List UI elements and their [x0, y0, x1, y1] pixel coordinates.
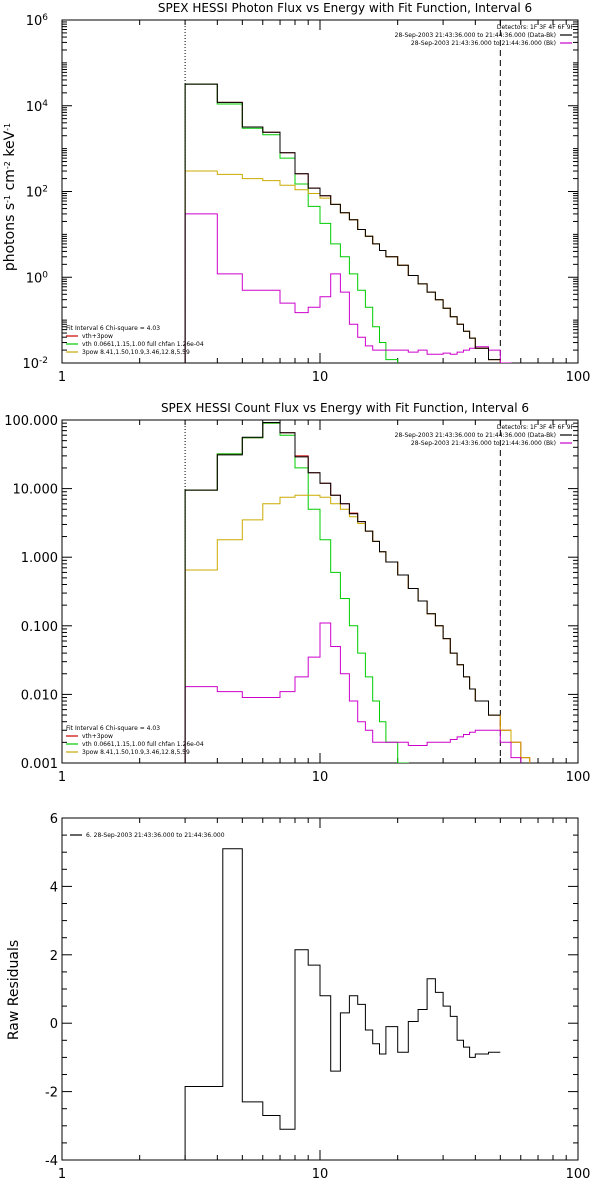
legend-top-entry: 6. 28-Sep-2003 21:43:36.000 to 21:44:36.… — [86, 832, 225, 839]
residuals-panel: Raw Residuals 1 10 100 -4 -2 0 2 4 6 6. 28-Sep-20… — [6, 812, 590, 1182]
y-tick-label: 0 — [50, 1017, 58, 1032]
y-tick-label: 0.100 — [21, 620, 58, 635]
detectors-label: Detectors: 1F 3F 4F 6F 9F — [497, 424, 575, 431]
legend-left-entry: Fit Interval 6 Chi-square = 4.03 — [66, 725, 160, 732]
y-tick-label: 6 — [50, 812, 58, 827]
legend-left-entry: vth+3pow — [82, 733, 113, 740]
y-tick-label: 104 — [26, 99, 49, 115]
y-tick-label: 2 — [50, 949, 58, 964]
count-flux-title: SPEX HESSI Count Flux vs Energy with Fit… — [161, 401, 529, 415]
y-tick-label: 0.010 — [21, 688, 58, 703]
count-flux-panel: SPEX HESSI Count Flux vs Energy with Fit… — [4, 401, 590, 785]
photon-flux-axes: 1 10 100 10-2 100 102 104 106 Detectors: 1F 3F 4… — [22, 13, 590, 385]
x-tick-label: 10 — [312, 370, 329, 385]
y-tick-label: 0.001 — [21, 757, 58, 772]
y-tick-label: 106 — [26, 13, 49, 29]
photon-flux-panel: SPEX HESSI Photon Flux vs Energy with Fi… — [2, 1, 590, 385]
y-tick-label: 10.000 — [13, 483, 59, 498]
y-tick-label: -4 — [45, 1154, 58, 1169]
y-tick-label: -2 — [45, 1086, 58, 1101]
x-tick-label: 100 — [566, 370, 591, 385]
y-tick-label: 102 — [26, 185, 48, 201]
series-line-0 — [184, 422, 531, 763]
x-tick-label: 10 — [312, 770, 329, 785]
legend-left-entry: vth+3pow — [82, 333, 113, 340]
residuals-axes: 1 10 100 -4 -2 0 2 4 6 6. 28-Sep-2003 21:43:36.00… — [45, 812, 590, 1182]
y-tick-label: 100 — [26, 270, 49, 286]
residuals-ylabel: Raw Residuals — [6, 940, 22, 1040]
x-tick-label: 10 — [312, 1167, 329, 1182]
series-line-3 — [184, 622, 522, 763]
x-tick-label: 100 — [566, 770, 591, 785]
x-tick-label: 1 — [58, 370, 66, 385]
legend-left-entry: 3pow 8.41,1.50,10.9,3.46,12.8,5.59 — [82, 349, 190, 356]
series-line-2 — [184, 494, 531, 763]
photon-flux-ylabel: photons s-1 cm-2 keV-1 — [2, 123, 18, 271]
count-flux-axes: 1 10 100 0.001 0.010 0.100 1.000 10.000 100.000 D… — [4, 414, 590, 785]
legend-left-entry: Fit Interval 6 Chi-square = 4.03 — [66, 325, 160, 332]
legend-right-entry: 28-Sep-2003 21:43:36.000 to 21:44:36.000… — [411, 440, 556, 447]
legend-left-entry: 3pow 8.41,1.50,10.9,3.46,12.8,5.59 — [82, 749, 190, 756]
series-line-4 — [184, 422, 501, 763]
legend-right-entry: 28-Sep-2003 21:43:36.000 to 21:44:36.000… — [395, 432, 556, 439]
x-tick-label: 1 — [58, 770, 66, 785]
y-tick-label: 10-2 — [22, 356, 48, 372]
y-tick-label: 1.000 — [21, 551, 58, 566]
y-tick-label: 100.000 — [4, 414, 58, 429]
legend-right-entry: 28-Sep-2003 21:43:36.000 to 21:44:36.000… — [411, 40, 556, 47]
legend-left-entry: vth 0.0661,1.15,1.00 full chfan 1.26e-04 — [82, 341, 204, 348]
x-tick-label: 100 — [566, 1167, 591, 1182]
x-tick-label: 1 — [58, 1167, 66, 1182]
detectors-label: Detectors: 1F 3F 4F 6F 9F — [497, 24, 575, 31]
series-line-4 — [184, 83, 501, 363]
legend-right-entry: 28-Sep-2003 21:43:36.000 to 21:44:36.000… — [395, 32, 556, 39]
series-line-3 — [184, 213, 512, 363]
photon-flux-title: SPEX HESSI Photon Flux vs Energy with Fi… — [158, 1, 532, 15]
y-tick-label: 4 — [50, 880, 58, 895]
legend-left-entry: vth 0.0661,1.15,1.00 full chfan 1.26e-04 — [82, 741, 204, 748]
series-line-0 — [184, 848, 501, 1160]
series-line-1 — [184, 422, 409, 763]
